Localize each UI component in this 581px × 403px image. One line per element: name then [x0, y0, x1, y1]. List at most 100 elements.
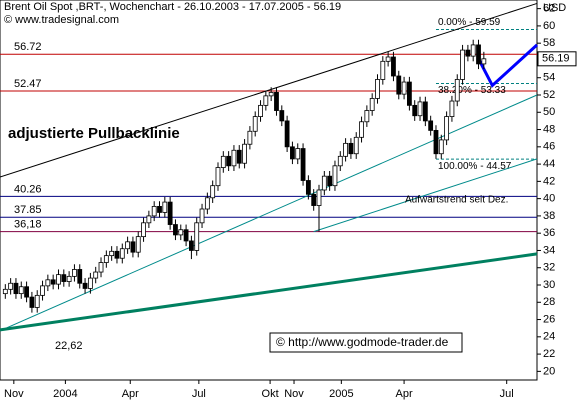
y-tick-label: 34: [543, 244, 555, 256]
pullback-label: adjustierte Pullbacklinie: [8, 125, 180, 142]
candle-body: [375, 79, 380, 99]
fib-label: 38.20% - 53.33: [438, 85, 506, 96]
candle-body: [290, 146, 295, 160]
candle-body: [183, 229, 189, 242]
level-label: 56.72: [14, 41, 42, 53]
trend-line: [477, 43, 539, 88]
candle-body: [66, 275, 72, 282]
candle-body: [263, 95, 269, 106]
candle-body: [45, 279, 51, 287]
candle-body: [412, 104, 418, 117]
candle-body: [189, 240, 194, 251]
low-annotation: 22,62: [55, 340, 83, 352]
candle-body: [258, 104, 263, 117]
y-tick-label: 62: [543, 3, 555, 15]
x-tick-label: 2005: [329, 388, 353, 400]
candle-body: [199, 208, 205, 224]
candle-body: [327, 175, 333, 187]
candle-body: [119, 248, 125, 259]
candle-body: [204, 197, 210, 210]
candle-body: [343, 142, 348, 157]
candle-body: [332, 165, 338, 187]
candle-body: [146, 215, 152, 224]
candle-body: [93, 271, 99, 279]
candle-body: [114, 250, 120, 259]
candle-body: [449, 100, 455, 117]
candle-body: [284, 120, 290, 148]
candle-body: [454, 79, 460, 102]
candle-body: [220, 155, 226, 168]
candle-body: [247, 130, 253, 145]
candle-body: [438, 139, 444, 155]
candle-body: [24, 286, 29, 298]
last-price-box: [537, 51, 577, 67]
candle-body: [157, 206, 162, 213]
candle-body: [231, 149, 237, 167]
fib-label: 100.00% - 44.57: [438, 161, 512, 172]
y-tick-label: 32: [543, 262, 555, 274]
candle-body: [300, 148, 306, 181]
candle-body: [18, 286, 24, 295]
candle-body: [369, 98, 375, 111]
fib-label: 0.00% - 59.59: [438, 17, 501, 28]
candle-body: [242, 143, 247, 164]
candle-body: [470, 44, 476, 57]
candle-body: [103, 255, 109, 263]
y-tick-label: 48: [543, 123, 555, 135]
x-tick-label: Jul: [500, 388, 514, 400]
candle-body: [178, 229, 184, 236]
trend-line: [0, 2, 538, 178]
y-tick-label: 30: [543, 279, 555, 291]
candle-body: [34, 294, 40, 308]
candle-body: [460, 49, 465, 80]
level-label: 52.47: [14, 78, 42, 90]
candle-body: [226, 155, 232, 167]
candle-body: [353, 136, 359, 155]
candle-body: [72, 269, 77, 277]
candle-body: [465, 49, 471, 57]
candle-body: [194, 222, 200, 251]
y-tick-label: 42: [543, 175, 555, 187]
candle-body: [428, 120, 434, 131]
candle-body: [13, 282, 19, 295]
candle-body: [348, 142, 354, 155]
candle-body: [61, 274, 67, 282]
candle-body: [109, 250, 115, 257]
level-label: 36,18: [14, 219, 42, 231]
candle-body: [385, 56, 391, 62]
candle-body: [444, 116, 450, 141]
candle-body: [50, 279, 56, 285]
x-tick-label: 2004: [53, 388, 77, 400]
candle-body: [337, 155, 343, 167]
candle-body: [8, 282, 14, 290]
y-tick-label: 58: [543, 37, 555, 49]
trend-line: [0, 252, 538, 332]
candle-body: [316, 189, 322, 206]
x-tick-label: Apr: [396, 388, 413, 400]
x-tick-label: Nov: [284, 388, 304, 400]
chart-title: Brent Oil Spot ,BRT-, Wochenchart - 26.1…: [4, 1, 341, 13]
candle-body: [130, 241, 136, 253]
candle-body: [236, 149, 242, 164]
watermark-box: [269, 332, 463, 353]
candle-body: [141, 222, 146, 238]
source: © www.tradesignal.com: [4, 14, 119, 26]
candle-body: [321, 175, 327, 191]
candle-body: [56, 274, 61, 285]
candle-body: [268, 92, 274, 97]
y-tick-label: 52: [543, 89, 555, 101]
candle-body: [98, 262, 104, 273]
candle-body: [162, 201, 168, 213]
candle-body: [274, 92, 279, 111]
candle-body: [305, 180, 311, 195]
candle-body: [396, 75, 402, 95]
candle-body: [476, 44, 481, 65]
candle-body: [364, 110, 370, 123]
candle-body: [417, 101, 423, 117]
y-tick-label: 22: [543, 348, 555, 360]
x-tick-label: Okt: [262, 388, 279, 400]
y-tick-label: 44: [543, 158, 555, 170]
candle-body: [125, 241, 131, 250]
candle-body: [87, 277, 93, 289]
candle-body: [252, 116, 258, 132]
